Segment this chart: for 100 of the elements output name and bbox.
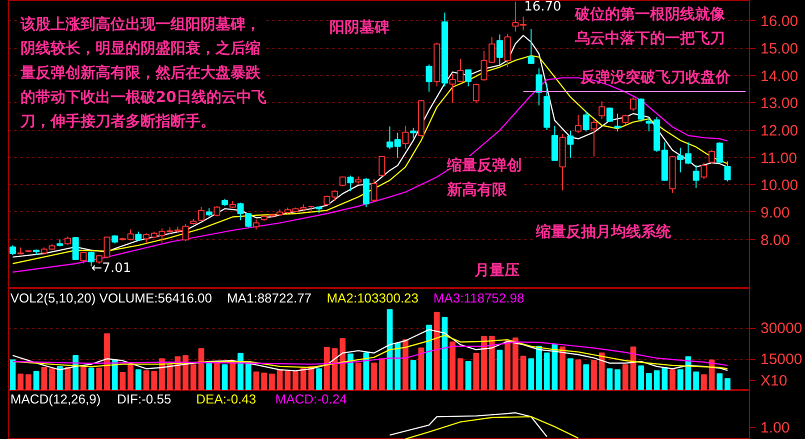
candlestick — [528, 28, 534, 64]
candlestick — [426, 64, 432, 92]
bar — [560, 346, 566, 390]
annotation: ←7.01 — [91, 261, 132, 276]
bar — [496, 350, 503, 390]
candlestick — [598, 100, 606, 120]
bar — [166, 364, 173, 390]
text: MACD:-0.24 — [275, 391, 347, 406]
bar — [88, 368, 94, 390]
bar — [340, 338, 346, 390]
bar — [284, 370, 291, 390]
bar — [458, 358, 464, 390]
line-series — [12, 341, 728, 366]
bar — [230, 360, 236, 390]
bar — [544, 352, 550, 390]
bar — [567, 358, 574, 390]
bar — [64, 366, 71, 390]
bar — [128, 364, 134, 390]
candlestick — [465, 68, 472, 87]
annotation: 阳阴墓碑 — [329, 18, 390, 36]
annotation: 月量压 — [474, 261, 520, 280]
bar — [638, 365, 644, 390]
candlestick — [504, 33, 511, 68]
bar — [261, 372, 268, 390]
bar — [348, 354, 354, 390]
bar — [536, 346, 542, 390]
bar — [324, 346, 330, 390]
bar — [49, 368, 55, 390]
line-series — [12, 328, 728, 372]
bar — [371, 362, 377, 390]
candlestick — [252, 219, 260, 230]
bar — [151, 370, 158, 390]
y-tick-label: 8.00 — [760, 232, 790, 249]
candlestick — [716, 142, 723, 164]
candlestick — [472, 83, 480, 104]
bar — [701, 374, 707, 390]
bar — [450, 341, 456, 390]
bar — [504, 340, 511, 390]
y-tick-label: 15.00 — [760, 40, 798, 58]
candlestick — [214, 205, 220, 217]
bar — [182, 355, 188, 390]
text: X10 — [760, 372, 788, 390]
bar — [693, 372, 700, 390]
candlestick — [622, 114, 629, 126]
bar — [716, 373, 723, 390]
bar — [10, 359, 16, 390]
bar — [276, 369, 283, 390]
text: DIF:-0.55 — [117, 391, 172, 406]
bar — [120, 372, 126, 390]
bar — [269, 374, 275, 390]
chart-title: VOL2(5,10,20) VOLUME:56416.00 — [10, 290, 212, 306]
candlestick — [724, 160, 731, 182]
y-tick-label: 10.00 — [760, 177, 798, 194]
bar — [614, 369, 620, 390]
bar — [198, 348, 204, 390]
candlestick — [410, 127, 417, 139]
candlestick — [606, 107, 613, 122]
y-tick-label: 9.00 — [760, 204, 790, 222]
bar — [300, 368, 306, 390]
annotation: 缩量反抽月均线系统 — [534, 222, 672, 240]
text: DEA:-0.43 — [196, 391, 256, 406]
candlestick — [692, 164, 700, 188]
annotation: 16.70 — [524, 0, 562, 14]
bar — [355, 362, 362, 390]
text: MA2:103300.23 — [326, 290, 419, 306]
bar — [591, 360, 597, 390]
bar — [190, 364, 196, 390]
bar — [677, 369, 684, 390]
bar — [80, 366, 86, 390]
bar — [292, 370, 298, 390]
bar — [143, 370, 150, 390]
bar — [394, 342, 401, 390]
text: 1.00 — [760, 420, 790, 437]
candlestick — [370, 178, 378, 202]
bar — [426, 324, 432, 390]
candlestick — [590, 118, 598, 158]
y-tick-label: 12.00 — [760, 122, 798, 140]
bar — [206, 362, 212, 390]
bar — [465, 360, 472, 390]
candlestick — [536, 68, 542, 106]
candlestick — [9, 244, 16, 256]
bar — [18, 374, 24, 390]
bar — [622, 364, 628, 390]
bar — [473, 352, 480, 390]
bar — [583, 364, 590, 390]
candlestick — [575, 114, 582, 134]
bar — [316, 368, 322, 390]
bar — [245, 360, 252, 390]
bar — [238, 352, 244, 390]
y-tick-label: 13.00 — [760, 95, 798, 112]
bar — [724, 378, 730, 390]
bar — [222, 364, 228, 390]
bar — [378, 358, 385, 390]
candlestick — [347, 175, 354, 192]
text: MA3:118752.98 — [433, 290, 524, 306]
bar — [41, 366, 48, 390]
bar — [253, 372, 260, 390]
bar — [26, 374, 32, 390]
candlestick — [582, 110, 590, 132]
y-tick-label: 16.00 — [760, 13, 798, 30]
